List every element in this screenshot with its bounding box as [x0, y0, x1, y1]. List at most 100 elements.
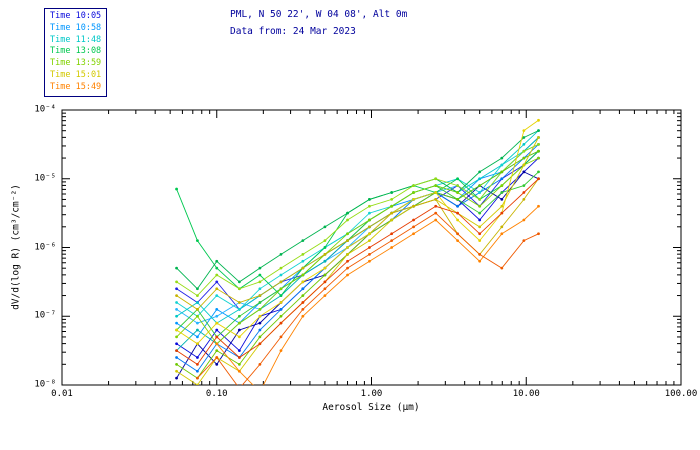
- data-point-marker: [175, 266, 178, 270]
- legend-entry: Time 13:08: [50, 46, 102, 57]
- data-point-marker: [434, 197, 438, 201]
- data-point-marker: [323, 246, 327, 249]
- y-tick-label: 10⁻⁴: [34, 104, 56, 115]
- series-1549: [175, 177, 540, 366]
- data-point-marker: [237, 301, 241, 304]
- data-point-marker: [196, 342, 199, 346]
- data-point-marker: [390, 218, 394, 222]
- data-point-marker: [175, 301, 178, 304]
- data-point-marker: [175, 314, 178, 318]
- x-tick-label: 0.01: [51, 389, 73, 399]
- data-point-marker: [478, 197, 482, 201]
- data-point-marker: [456, 197, 459, 201]
- series-1359: [175, 142, 540, 298]
- data-point-marker: [258, 390, 261, 393]
- data-point-marker: [500, 156, 504, 160]
- data-point-marker: [323, 252, 327, 256]
- data-point-marker: [175, 321, 178, 325]
- data-point-marker: [237, 287, 241, 291]
- data-point-marker: [500, 170, 504, 174]
- data-point-marker: [522, 136, 526, 139]
- data-point-marker: [238, 387, 241, 390]
- data-point-marker: [279, 273, 283, 277]
- legend-entry: Time 10:58: [50, 22, 102, 33]
- data-point-marker: [301, 239, 305, 243]
- data-point-marker: [258, 362, 262, 366]
- data-point-marker: [196, 321, 199, 325]
- x-axis-label: Aerosol Size (μm): [322, 402, 420, 413]
- data-point-marker: [258, 287, 262, 291]
- data-point-marker: [237, 362, 241, 366]
- data-point-marker: [368, 218, 371, 222]
- data-point-marker: [196, 376, 199, 380]
- data-point-marker: [412, 232, 415, 236]
- series-line: [176, 143, 539, 297]
- data-point-marker: [368, 252, 371, 256]
- data-point-marker: [323, 294, 327, 298]
- data-point-marker: [279, 314, 283, 318]
- plot-title-line1: PML, N 50 22', W 04 08', Alt 0m: [230, 9, 408, 20]
- data-point-marker: [500, 191, 504, 194]
- data-point-marker: [434, 218, 438, 222]
- data-point-marker: [478, 225, 482, 229]
- time-legend-rows: Time 10:05 Time 10:58 Time 11:48 Time 13:08…: [50, 11, 101, 94]
- series-line: [216, 205, 539, 385]
- data-point-marker: [522, 239, 526, 243]
- y-tick-label: 10⁻⁷: [34, 310, 56, 321]
- data-point-marker: [478, 252, 482, 256]
- plot-title: PML, N 50 22', W 04 08', Alt 0m Data fro…: [230, 6, 407, 40]
- data-point-marker: [500, 232, 504, 236]
- data-point-marker: [175, 342, 178, 346]
- series-line: [176, 178, 539, 366]
- legend-entry: Time 10:05: [50, 11, 102, 21]
- data-point-marker: [258, 266, 262, 270]
- data-point-marker: [301, 294, 305, 298]
- data-point-marker: [478, 239, 482, 243]
- data-point-marker: [237, 369, 241, 373]
- data-point-marker: [237, 356, 241, 359]
- legend-entry: Time 13:59: [50, 58, 102, 69]
- data-point-marker: [500, 177, 504, 181]
- legend-entry: Time 15:01: [50, 69, 102, 80]
- data-point-marker: [215, 287, 219, 291]
- series-1148: [175, 142, 540, 318]
- data-point-marker: [522, 149, 526, 153]
- data-point-marker: [412, 184, 415, 188]
- data-point-marker: [258, 301, 262, 304]
- data-point-marker: [175, 349, 178, 353]
- data-point-marker: [434, 177, 438, 181]
- data-point-marker: [175, 328, 178, 332]
- data-point-marker: [346, 211, 349, 215]
- time-legend: Time 10:05 Time 10:58 Time 11:48 Time 13:08…: [44, 8, 108, 97]
- data-point-marker: [301, 273, 305, 277]
- data-point-marker: [215, 356, 219, 359]
- data-point-marker: [196, 294, 199, 298]
- data-point-marker: [434, 204, 438, 208]
- series-line: [176, 144, 539, 372]
- series-1549: [196, 211, 540, 390]
- data-point-marker: [196, 369, 199, 373]
- data-point-marker: [301, 314, 305, 318]
- data-point-marker: [215, 362, 219, 366]
- series-1308: [175, 129, 540, 291]
- data-point-marker: [522, 163, 526, 167]
- data-point-marker: [175, 280, 178, 284]
- data-point-marker: [522, 170, 526, 174]
- data-point-marker: [368, 239, 371, 243]
- series-1005: [175, 149, 540, 311]
- data-point-marker: [323, 259, 327, 263]
- data-point-marker: [258, 280, 262, 284]
- data-point-marker: [500, 197, 504, 201]
- data-point-marker: [175, 335, 178, 339]
- series-line: [176, 150, 539, 379]
- data-point-marker: [456, 239, 459, 243]
- data-point-marker: [237, 307, 241, 311]
- data-point-marker: [323, 266, 327, 270]
- data-point-marker: [478, 232, 482, 236]
- data-point-marker: [279, 266, 283, 270]
- data-point-marker: [456, 177, 459, 181]
- data-point-marker: [522, 191, 526, 194]
- data-point-marker: [478, 170, 482, 174]
- data-point-marker: [368, 259, 371, 263]
